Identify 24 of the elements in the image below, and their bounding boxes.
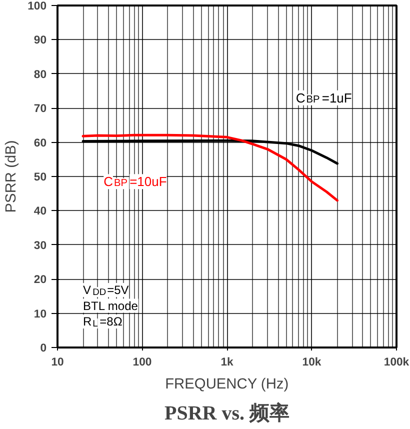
annotation: BTL mode <box>83 298 138 313</box>
x-tick-label: 100k <box>384 356 410 368</box>
y-tick-label: 90 <box>34 34 47 47</box>
annotation: RL=8Ω <box>83 314 122 329</box>
text: CBP=1uF <box>296 90 352 106</box>
x-tick-label: 10 <box>51 356 64 368</box>
y-axis-title: PSRR (dB) <box>4 140 20 213</box>
y-tick-label: 50 <box>34 172 47 184</box>
text: CBP=10uF <box>104 174 167 190</box>
y-tick-label: 40 <box>34 206 47 218</box>
text: PSRR vs. 频率 <box>164 402 290 424</box>
y-tick-label: 0 <box>40 342 47 354</box>
y-tick-label: 80 <box>34 68 47 81</box>
x-axis-title: FREQUENCY (Hz) <box>165 376 289 392</box>
x-tick-label: 10k <box>302 356 322 368</box>
y-tick-label: 100 <box>28 0 47 12</box>
y-tick-label: 20 <box>34 274 47 286</box>
y-tick-label: 10 <box>34 308 47 320</box>
x-tick-label: 100 <box>132 356 152 368</box>
y-tick-label: 60 <box>34 137 47 150</box>
annotation: VDD=5V <box>83 283 129 298</box>
y-tick-label: 70 <box>34 103 47 116</box>
x-tick-label: 1k <box>220 356 234 368</box>
y-tick-label: 30 <box>34 240 47 252</box>
